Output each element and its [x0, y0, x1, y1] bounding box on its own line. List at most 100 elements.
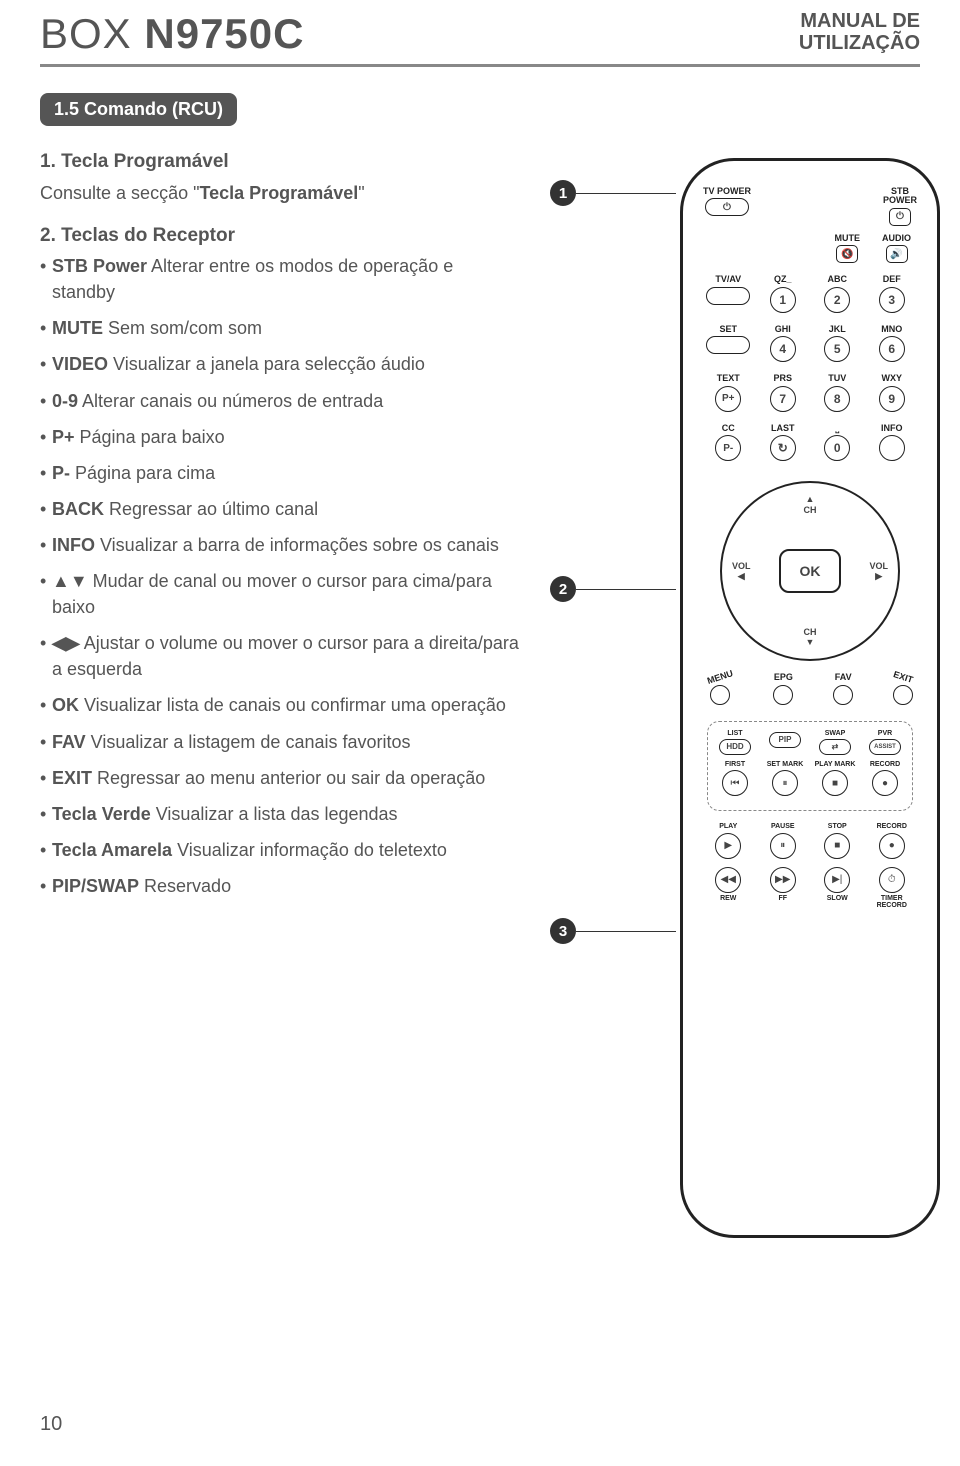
menu-button[interactable] — [710, 685, 730, 705]
assist-button[interactable]: ASSIST — [869, 739, 901, 755]
key-0: ⎵0 — [812, 424, 863, 461]
digit-6-button[interactable]: 6 — [879, 336, 905, 362]
key-9: WXY9 — [867, 374, 918, 411]
digit-1-button[interactable]: 1 — [770, 287, 796, 313]
info-button[interactable] — [879, 435, 905, 461]
audio-label: AUDIO — [882, 234, 911, 243]
key-3: DEF3 — [867, 275, 918, 312]
hdd-cell: LISTHDD — [712, 730, 758, 755]
list-item: VIDEO Visualizar a janela para selecção … — [40, 351, 520, 377]
ff-button[interactable]: ▶▶ — [770, 867, 796, 893]
ff-cell: ▶▶FF — [758, 867, 809, 910]
digit-8-button[interactable]: 8 — [824, 386, 850, 412]
section-badge: 1.5 Comando (RCU) — [40, 93, 237, 126]
page-header: BOX N9750C MANUAL DE UTILIZAÇÃO — [40, 10, 920, 67]
setmark-cell: SET MARK⏸ — [762, 761, 808, 796]
dpad: OK ▲CH CH▼ VOL◀ VOL▶ — [720, 481, 900, 661]
setmark-button[interactable]: ⏸ — [772, 770, 798, 796]
pip-button[interactable]: PIP — [769, 732, 801, 748]
callout-line — [576, 193, 676, 194]
list-item: BACK Regressar ao último canal — [40, 496, 520, 522]
stb-power-cell: STB POWER ⏻ — [883, 187, 917, 226]
first-cell: FIRST⏮ — [712, 761, 758, 796]
p-plus-button[interactable]: P+ — [715, 386, 741, 412]
callout-num: 1 — [550, 180, 576, 206]
digit-0-button[interactable]: 0 — [824, 435, 850, 461]
rew-button[interactable]: ◀◀ — [715, 867, 741, 893]
triangle-right-icon: ▶ — [875, 572, 882, 581]
callout-num: 2 — [550, 576, 576, 602]
key-set: SET — [703, 325, 754, 362]
callout-num: 3 — [550, 918, 576, 944]
model-title: BOX N9750C — [40, 10, 304, 58]
digit-3-button[interactable]: 3 — [879, 287, 905, 313]
key-6: MNO6 — [867, 325, 918, 362]
last-button[interactable]: ↻ — [770, 435, 796, 461]
media-row4: ◀◀REW ▶▶FF ▶|SLOW ⏱TIMER RECORD — [703, 867, 917, 910]
pause-button[interactable]: ⏸ — [770, 833, 796, 859]
pip-cell: PIP — [762, 730, 808, 755]
exit-button[interactable] — [893, 685, 913, 705]
manual-line2: UTILIZAÇÃO — [799, 32, 920, 54]
digit-4-button[interactable]: 4 — [770, 336, 796, 362]
item1-title: 1. Tecla Programável — [40, 148, 520, 176]
vol-right-label: VOL▶ — [869, 561, 888, 581]
record2-cell: RECORD● — [867, 823, 918, 858]
digit-7-button[interactable]: 7 — [770, 386, 796, 412]
swap-cell: SWAP⇄ — [812, 730, 858, 755]
stop-button[interactable]: ■ — [824, 833, 850, 859]
triangle-up-icon: ▲ — [806, 495, 815, 504]
playmark-cell: PLAY MARK■ — [812, 761, 858, 796]
stb-power-label: STB POWER — [883, 187, 917, 206]
key-8: TUV8 — [812, 374, 863, 411]
exit-cell: EXIT — [893, 673, 913, 704]
fav-button[interactable] — [833, 685, 853, 705]
swap-button[interactable]: ⇄ — [819, 739, 851, 755]
slow-button[interactable]: ▶| — [824, 867, 850, 893]
key-1: QZ_1 — [758, 275, 809, 312]
callout-line — [576, 589, 676, 590]
callout-3: 3 — [550, 918, 676, 944]
list-item: FAV Visualizar a listagem de canais favo… — [40, 729, 520, 755]
set-button[interactable] — [706, 336, 750, 354]
timer-record-button[interactable]: ⏱ — [879, 867, 905, 893]
list-item: OK Visualizar lista de canais ou confirm… — [40, 692, 520, 718]
digit-5-button[interactable]: 5 — [824, 336, 850, 362]
epg-button[interactable] — [773, 685, 793, 705]
mute-label: MUTE — [835, 234, 861, 243]
first-button[interactable]: ⏮ — [722, 770, 748, 796]
key-last: LAST↻ — [758, 424, 809, 461]
callout-2: 2 — [550, 576, 676, 602]
playmark-button[interactable]: ■ — [822, 770, 848, 796]
stb-power-button[interactable]: ⏻ — [889, 208, 911, 226]
list-item: 0-9 Alterar canais ou números de entrada — [40, 388, 520, 414]
digit-2-button[interactable]: 2 — [824, 287, 850, 313]
tvav-button[interactable] — [706, 287, 750, 305]
record2-button[interactable]: ● — [879, 833, 905, 859]
key-7: PRS7 — [758, 374, 809, 411]
play-button[interactable]: ▶ — [715, 833, 741, 859]
audio-button[interactable]: 🔊 — [886, 245, 908, 263]
tv-power-cell: TV POWER ⏻ — [703, 187, 751, 226]
p-minus-button[interactable]: P- — [715, 435, 741, 461]
item2-bullets: STB Power Alterar entre os modos de oper… — [40, 253, 520, 899]
list-item: STB Power Alterar entre os modos de oper… — [40, 253, 520, 305]
record1-cell: RECORD● — [862, 761, 908, 796]
exit-label: EXIT — [892, 670, 914, 685]
list-item: Tecla Verde Visualizar a lista das legen… — [40, 801, 520, 827]
record1-button[interactable]: ● — [872, 770, 898, 796]
manual-line1: MANUAL DE — [799, 10, 920, 32]
hdd-button[interactable]: HDD — [719, 739, 751, 755]
mute-button[interactable]: 🔇 — [836, 245, 858, 263]
strip-row: MENU EPG FAV EXIT — [703, 673, 917, 704]
list-item: PIP/SWAP Reservado — [40, 873, 520, 899]
digit-9-button[interactable]: 9 — [879, 386, 905, 412]
ch-down-label: CH▼ — [804, 627, 817, 647]
callouts: 1 2 3 — [550, 148, 680, 1148]
fav-label: FAV — [835, 673, 852, 682]
title-model: N9750C — [144, 10, 304, 57]
tv-power-button[interactable]: ⏻ — [705, 198, 749, 216]
item1-sub: Consulte a secção "Tecla Programável" — [40, 180, 520, 206]
mute-audio-row: MUTE 🔇 AUDIO 🔊 — [703, 234, 917, 263]
ok-button[interactable]: OK — [779, 549, 841, 593]
